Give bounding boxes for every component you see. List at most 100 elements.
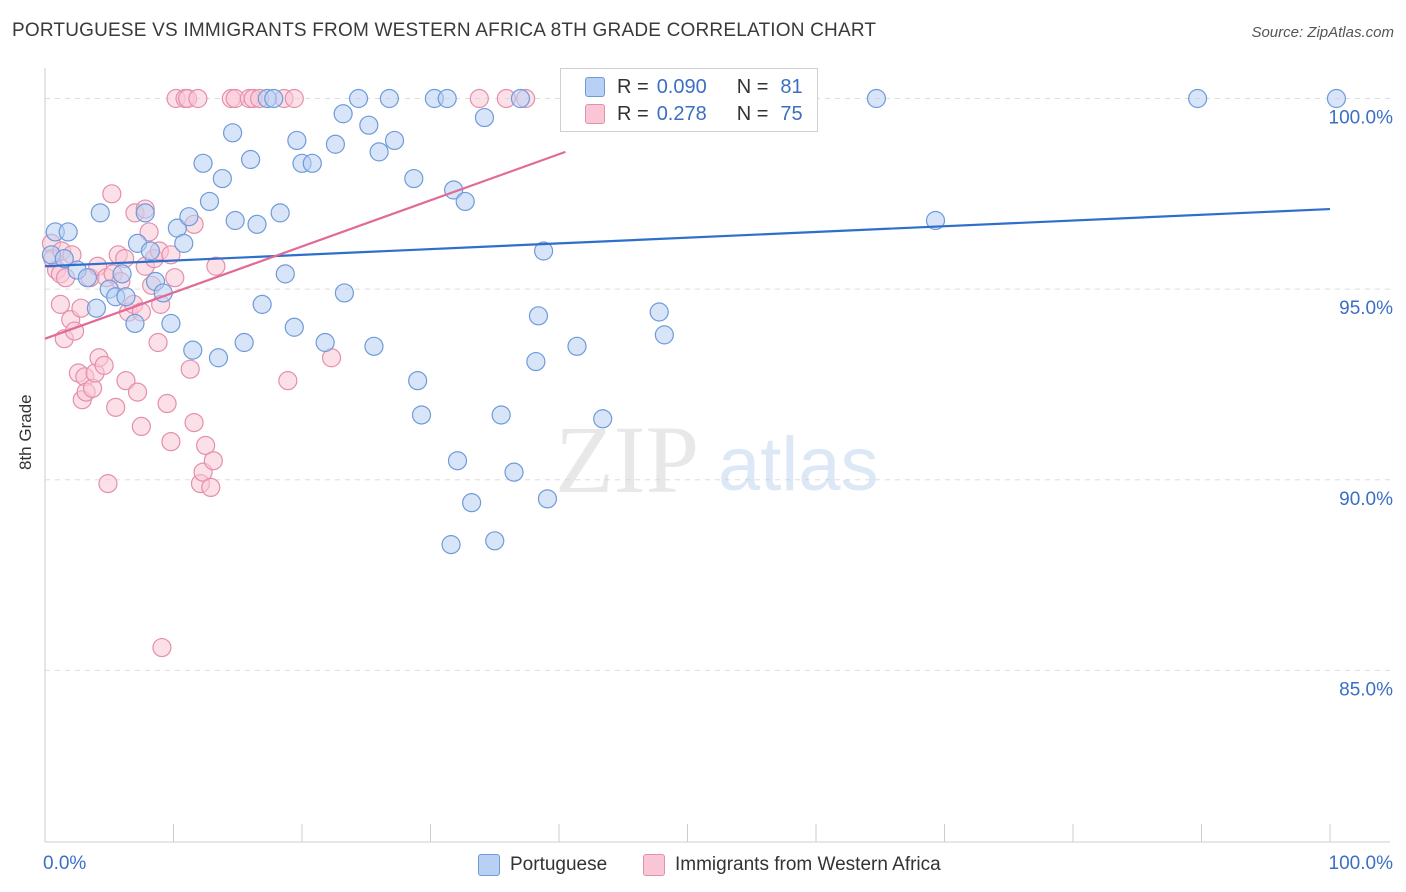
portuguese-point <box>77 268 98 288</box>
portuguese-point <box>86 298 107 318</box>
bottom-legend-portuguese: Portuguese <box>478 852 607 878</box>
portuguese-point <box>462 493 482 513</box>
legend-row-portuguese: R = 0.090 N = 81 <box>585 74 803 100</box>
axes <box>44 68 1390 843</box>
stats-legend: R = 0.090 N = 81 R = 0.278 N = 75 <box>560 68 818 132</box>
immigrants-point <box>157 393 177 414</box>
immigrants-point <box>469 88 489 109</box>
portuguese-point <box>287 130 307 151</box>
immigrants-point <box>161 432 181 452</box>
portuguese-point <box>264 88 284 109</box>
x-tick-label: 0.0% <box>43 853 86 874</box>
portuguese-point <box>369 142 389 162</box>
immigrants-point <box>102 184 122 204</box>
bottom-legend-label: Portuguese <box>510 854 608 875</box>
immigrants-point <box>188 88 208 109</box>
immigrants-point <box>201 477 221 498</box>
portuguese-point <box>275 264 295 284</box>
portuguese-point <box>116 287 136 307</box>
bottom-legend-swatch-pink <box>643 854 665 876</box>
portuguese-point <box>199 191 220 212</box>
y-tick-label: 90.0% <box>1339 489 1393 510</box>
immigrants-point <box>50 294 71 314</box>
portuguese-point <box>284 317 304 337</box>
watermark: ZIP atlas <box>555 406 879 513</box>
chart-title: PORTUGUESE VS IMMIGRANTS FROM WESTERN AF… <box>12 20 877 41</box>
portuguese-point <box>866 88 886 109</box>
portuguese-point <box>408 371 428 391</box>
portuguese-point <box>241 149 261 170</box>
portuguese-point <box>325 134 346 154</box>
portuguese-point <box>223 123 243 143</box>
portuguese-point <box>135 203 155 223</box>
legend-n-value: 75 <box>780 102 803 125</box>
portuguese-point <box>649 302 669 322</box>
portuguese-point <box>112 264 132 284</box>
immigrants-point <box>203 451 223 471</box>
portuguese-point <box>491 405 511 425</box>
portuguese-point <box>485 531 505 551</box>
portuguese-point <box>161 313 181 334</box>
portuguese-point <box>359 115 379 135</box>
portuguese-point <box>1326 88 1347 109</box>
portuguese-point <box>247 214 267 234</box>
immigrants-point <box>94 355 114 375</box>
portuguese-point <box>54 249 74 269</box>
watermark-atlas: atlas <box>718 422 879 507</box>
legend-swatch-pink <box>585 104 605 124</box>
portuguese-point <box>504 462 524 482</box>
portuguese-point <box>447 451 468 471</box>
legend-row-immigrants: R = 0.278 N = 75 <box>585 101 803 127</box>
portuguese-point <box>1188 88 1208 109</box>
portuguese-point <box>441 535 461 555</box>
portuguese-point <box>179 207 199 227</box>
portuguese-point <box>225 210 245 231</box>
portuguese-trend-line <box>44 207 1331 268</box>
portuguese-point <box>140 241 160 261</box>
tick-labels: 85.0% 90.0% 95.0% 100.0% 0.0% 100.0% <box>43 108 1393 874</box>
portuguese-point <box>334 283 355 303</box>
grid-lines <box>45 98 1390 671</box>
immigrants-point <box>106 397 126 417</box>
bottom-legend-label: Immigrants from Western Africa <box>675 854 941 875</box>
portuguese-point <box>379 88 399 109</box>
immigrants-point <box>131 416 151 437</box>
portuguese-point <box>183 340 203 360</box>
portuguese-point <box>474 107 495 128</box>
y-tick-label: 95.0% <box>1339 298 1393 319</box>
portuguese-point <box>208 348 229 368</box>
immigrants-point <box>196 435 216 456</box>
portuguese-point <box>315 332 335 353</box>
immigrants-point <box>161 245 181 265</box>
trend-lines <box>44 150 1331 340</box>
portuguese-point <box>925 210 946 231</box>
immigrants-point <box>284 88 304 109</box>
portuguese-point <box>174 233 194 253</box>
source-label: Source: ZipAtlas.com <box>1251 24 1394 41</box>
y-tick-label: 85.0% <box>1339 679 1393 700</box>
portuguese-point <box>537 489 558 509</box>
portuguese-point <box>567 336 587 356</box>
immigrants-point <box>98 473 118 494</box>
immigrants-point <box>206 256 226 276</box>
immigrants-trend-line <box>44 150 566 340</box>
immigrants-point <box>148 332 168 353</box>
portuguese-point <box>333 104 353 124</box>
bottom-legend-immigrants: Immigrants from Western Africa <box>643 852 941 878</box>
immigrants-point <box>184 412 204 433</box>
portuguese-point <box>593 409 613 429</box>
legend-swatch-blue <box>585 77 605 97</box>
portuguese-point <box>510 88 531 109</box>
portuguese-point <box>193 153 213 173</box>
portuguese-point <box>528 306 549 326</box>
legend-r-label: R = <box>617 102 649 125</box>
portuguese-point <box>654 325 674 345</box>
portuguese-point <box>252 294 272 314</box>
portuguese-point <box>404 168 424 189</box>
watermark-zip: ZIP <box>555 406 699 513</box>
immigrants-point <box>127 382 148 402</box>
legend-r-value: 0.278 <box>656 102 707 125</box>
portuguese-point <box>364 336 384 356</box>
portuguese-point <box>455 191 475 212</box>
